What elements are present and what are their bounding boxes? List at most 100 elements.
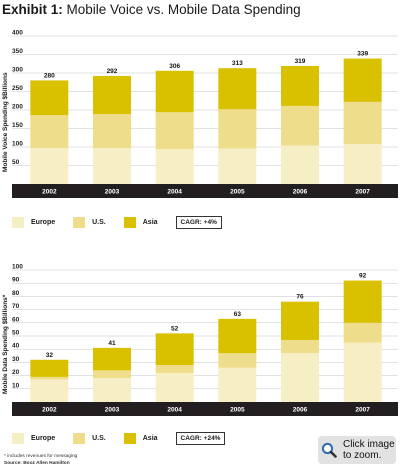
y-tick-label: 150 — [12, 122, 23, 129]
y-tick-label: 20 — [12, 369, 20, 376]
legend-item-us: U.S. — [73, 216, 106, 228]
bar-segment-asia — [155, 333, 194, 366]
bar-segment-europe — [343, 144, 382, 184]
bar-segment-asia — [281, 65, 319, 106]
bar-segment-asia — [30, 359, 69, 377]
bar-segment-asia — [343, 58, 382, 102]
y-tick-label: 90 — [12, 277, 20, 284]
bar-segment-us — [155, 365, 194, 373]
bar-segment-asia — [343, 280, 382, 323]
y-tick-label: 10 — [12, 382, 20, 389]
y-tick-label: 400 — [12, 30, 23, 37]
magnifier-icon — [321, 442, 337, 458]
x-tick-label: 2002 — [42, 406, 57, 413]
bar-segment-asia — [155, 70, 194, 113]
bar-segment-asia — [30, 80, 69, 116]
bar-segment-europe — [281, 145, 319, 184]
y-tick-label: 50 — [12, 159, 20, 166]
legend-label-asia: Asia — [142, 218, 158, 226]
legend-item-asia: Asia — [123, 216, 158, 228]
bar-segment-us — [93, 114, 131, 149]
page-title: Exhibit 1: Mobile Voice vs. Mobile Data … — [2, 2, 301, 18]
x-tick-label: 2003 — [105, 406, 120, 413]
bar-total-label: 339 — [357, 51, 368, 58]
cagr-badge: CAGR: +24% — [175, 431, 226, 445]
y-tick-label: 100 — [12, 141, 23, 148]
x-tick-label: 2006 — [293, 406, 308, 413]
legend-swatch-europe — [12, 216, 24, 228]
bar-total-label: 76 — [296, 294, 304, 301]
y-tick-label: 100 — [12, 264, 23, 271]
source-text: Source: Booz Allen Hamilton — [4, 461, 70, 466]
bar-segment-us — [30, 115, 69, 149]
y-tick-label: 250 — [12, 85, 23, 92]
y-tick-label: 200 — [12, 104, 23, 111]
x-tick-label: 2006 — [293, 188, 308, 195]
bar-total-label: 32 — [46, 352, 54, 359]
bar-segment-asia — [93, 347, 131, 371]
x-tick-label: 2005 — [230, 406, 245, 413]
footnote-text: * includes revenues for messaging — [4, 454, 78, 459]
bar-segment-europe — [281, 353, 319, 402]
category-axis-band — [12, 184, 398, 198]
bar-total-label: 319 — [295, 58, 306, 65]
y-tick-label: 50 — [12, 330, 20, 337]
category-axis-band — [12, 402, 398, 416]
voice-spending-chart: 50 100 150 200 250 300 350 400 280 2002 292 2003 306… — [0, 26, 400, 236]
bar-segment-us — [281, 105, 319, 146]
x-tick-label: 2004 — [167, 188, 182, 195]
bar-total-label: 92 — [359, 273, 367, 280]
bar-segment-europe — [218, 148, 257, 184]
bar-segment-europe — [218, 367, 257, 402]
legend-swatch-us — [73, 432, 86, 444]
bar-total-label: 63 — [234, 311, 242, 318]
bar-segment-asia — [281, 301, 319, 340]
bar-segment-asia — [218, 318, 257, 354]
legend-label-europe: Europe — [31, 218, 56, 226]
voice-legend: Europe U.S. Asia CAGR: +4% — [12, 215, 222, 229]
legend-item-asia: Asia — [123, 432, 158, 444]
legend-label-europe: Europe — [31, 434, 56, 442]
bar-segment-europe — [343, 342, 382, 402]
legend-swatch-europe — [12, 432, 24, 444]
data-chart-svg: 10 20 30 40 50 60 70 80 90 100 32 2002 41 2003 52 2004 6… — [12, 264, 398, 416]
x-tick-label: 2003 — [105, 188, 120, 195]
bar-segment-europe — [93, 378, 131, 402]
footnote: * includes revenues for messaging Source… — [4, 453, 77, 467]
bar-segment-us — [281, 339, 319, 354]
bar-segment-asia — [93, 75, 131, 115]
bar-segment-us — [155, 112, 194, 150]
bar-segment-europe — [155, 372, 194, 402]
bar-total-label: 313 — [232, 60, 243, 67]
bar-total-label: 280 — [44, 72, 55, 79]
data-legend: Europe U.S. Asia CAGR: +24% — [12, 431, 226, 445]
bar-segment-asia — [218, 68, 257, 110]
x-tick-label: 2005 — [230, 188, 245, 195]
bar-segment-europe — [155, 149, 194, 184]
legend-swatch-asia — [123, 216, 136, 228]
data-spending-chart: 10 20 30 40 50 60 70 80 90 100 32 2002 41 2003 52 2004 6… — [0, 262, 400, 452]
x-tick-label: 2007 — [355, 188, 370, 195]
legend-label-asia: Asia — [142, 434, 158, 442]
legend-item-europe: Europe — [12, 432, 56, 444]
x-tick-label: 2004 — [167, 406, 182, 413]
cagr-badge: CAGR: +4% — [175, 215, 222, 229]
y-tick-label: 80 — [12, 290, 20, 297]
y-tick-label: 300 — [12, 67, 23, 74]
page-title-exhibit: Exhibit 1: — [2, 2, 63, 17]
bar-segment-us — [93, 370, 131, 379]
bar-segment-europe — [93, 148, 131, 184]
bar-segment-europe — [30, 379, 69, 402]
bar-segment-us — [218, 109, 257, 149]
x-tick-label: 2007 — [355, 406, 370, 413]
data-y-axis-label: Mobile Data Spending $Billions* — [2, 294, 9, 394]
zoom-label: Click image to zoom. — [343, 439, 395, 461]
legend-item-europe: Europe — [12, 216, 56, 228]
voice-chart-svg: 50 100 150 200 250 300 350 400 280 2002 292 2003 306… — [12, 30, 398, 198]
bar-segment-us — [343, 101, 382, 145]
x-tick-label: 2002 — [42, 188, 57, 195]
zoom-button[interactable]: Click image to zoom. — [318, 436, 396, 464]
legend-label-us: U.S. — [92, 434, 106, 442]
zoom-label-line2: to zoom. — [343, 450, 382, 461]
y-tick-label: 350 — [12, 48, 23, 55]
